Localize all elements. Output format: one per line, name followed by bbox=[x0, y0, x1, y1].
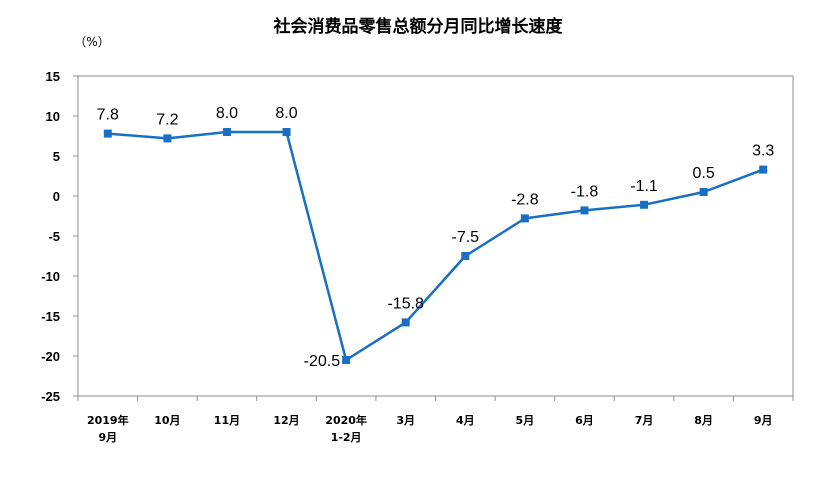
x-tick-label: 9月 bbox=[754, 414, 773, 427]
data-label: 7.2 bbox=[156, 111, 178, 128]
x-tick-label: 7月 bbox=[635, 414, 654, 427]
x-tick-label: 3月 bbox=[396, 414, 415, 427]
y-tick-label: 0 bbox=[53, 189, 60, 204]
y-tick-label: -5 bbox=[48, 229, 60, 244]
x-tick-label: 6月 bbox=[575, 414, 594, 427]
x-tick-label: 11月 bbox=[214, 414, 240, 427]
data-point-marker bbox=[342, 356, 351, 364]
y-axis: 15 10 5 0 -5 -10 -15 -20 -25 bbox=[41, 69, 794, 404]
x-tick-label: 2019年 bbox=[87, 413, 129, 427]
y-tick-label: 15 bbox=[46, 69, 60, 84]
data-label: -1.8 bbox=[571, 183, 599, 200]
data-point-marker bbox=[282, 128, 291, 136]
data-point-marker bbox=[759, 165, 768, 174]
data-label: 0.5 bbox=[693, 165, 715, 182]
y-tick-label: 5 bbox=[53, 149, 60, 164]
x-tick-label: 2020年 bbox=[325, 413, 367, 427]
data-point-marker bbox=[640, 200, 649, 209]
data-label: -7.5 bbox=[452, 229, 480, 246]
chart-title: 社会消费品零售总额分月同比增长速度 bbox=[273, 16, 564, 37]
x-tick-label: 12月 bbox=[273, 414, 299, 427]
data-point-marker bbox=[103, 129, 112, 138]
y-tick-label: -15 bbox=[41, 309, 60, 324]
data-point-marker bbox=[163, 134, 172, 143]
data-point-marker bbox=[222, 128, 231, 136]
data-labels: 7.8 7.2 8.0 8.0 -20.5 -15.8 -7.5 -2.8 -1.8 -1.1 0.… bbox=[97, 105, 775, 370]
data-label: -2.8 bbox=[511, 191, 539, 208]
data-series bbox=[103, 128, 768, 364]
x-tick-label: 5月 bbox=[516, 414, 535, 427]
data-label: 8.0 bbox=[216, 105, 238, 122]
data-point-marker bbox=[580, 206, 589, 215]
y-tick-label: -25 bbox=[41, 389, 60, 404]
data-label: -20.5 bbox=[304, 353, 341, 370]
x-tick-label: 4月 bbox=[456, 414, 475, 427]
plot-frame bbox=[77, 75, 794, 397]
x-tick-label: 8月 bbox=[694, 414, 713, 427]
data-point-marker bbox=[520, 214, 529, 223]
x-axis: 2019年 9月 10月 11月 12月 2020年 1-2月 3月 4月 5月 6月 7月 8月 9月 bbox=[77, 396, 794, 444]
series-line bbox=[107, 130, 764, 362]
data-point-marker bbox=[461, 252, 470, 260]
x-tick-label: 9月 bbox=[98, 431, 117, 444]
data-label: -15.8 bbox=[387, 295, 424, 312]
y-axis-unit: （%） bbox=[74, 35, 109, 49]
y-tick-label: -10 bbox=[41, 269, 60, 284]
data-label: 7.8 bbox=[97, 107, 119, 124]
data-label: -1.1 bbox=[630, 178, 658, 195]
data-label: 3.3 bbox=[752, 143, 774, 160]
y-tick-label: -20 bbox=[41, 349, 60, 364]
y-tick-label: 10 bbox=[46, 109, 60, 124]
data-point-marker bbox=[699, 188, 708, 196]
x-tick-label: 10月 bbox=[154, 414, 180, 427]
data-label: 8.0 bbox=[275, 105, 297, 122]
x-tick-label: 1-2月 bbox=[331, 431, 362, 444]
data-point-marker bbox=[401, 318, 410, 327]
